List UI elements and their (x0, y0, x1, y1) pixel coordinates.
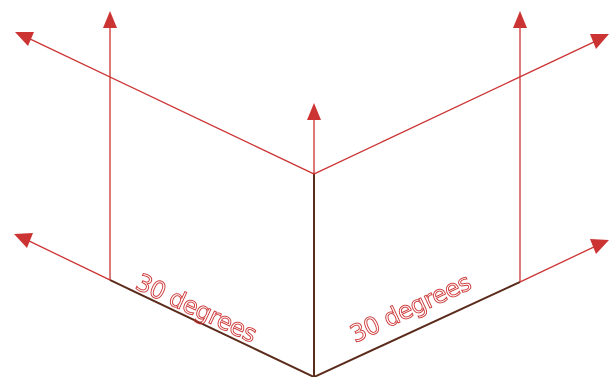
left-angle-label: 30 degrees (131, 268, 260, 348)
bottom-right-edge (313, 281, 521, 377)
right-vertical-arrowhead (513, 11, 527, 28)
lower-left-diagonal (26, 239, 111, 281)
lower-right-diagonal (519, 245, 597, 283)
lower-right-arrowhead (590, 239, 609, 254)
center-vertical-arrowhead (307, 103, 321, 120)
right-angle-label: 30 degrees (346, 268, 475, 348)
upper-right-diagonal (313, 40, 597, 175)
upper-left-diagonal (27, 37, 315, 175)
upper-right-arrowhead (590, 34, 609, 49)
upper-left-arrowhead (15, 32, 34, 46)
bottom-left-edge (109, 279, 315, 377)
lower-left-arrowhead (14, 233, 33, 248)
left-vertical-arrowhead (103, 11, 117, 28)
